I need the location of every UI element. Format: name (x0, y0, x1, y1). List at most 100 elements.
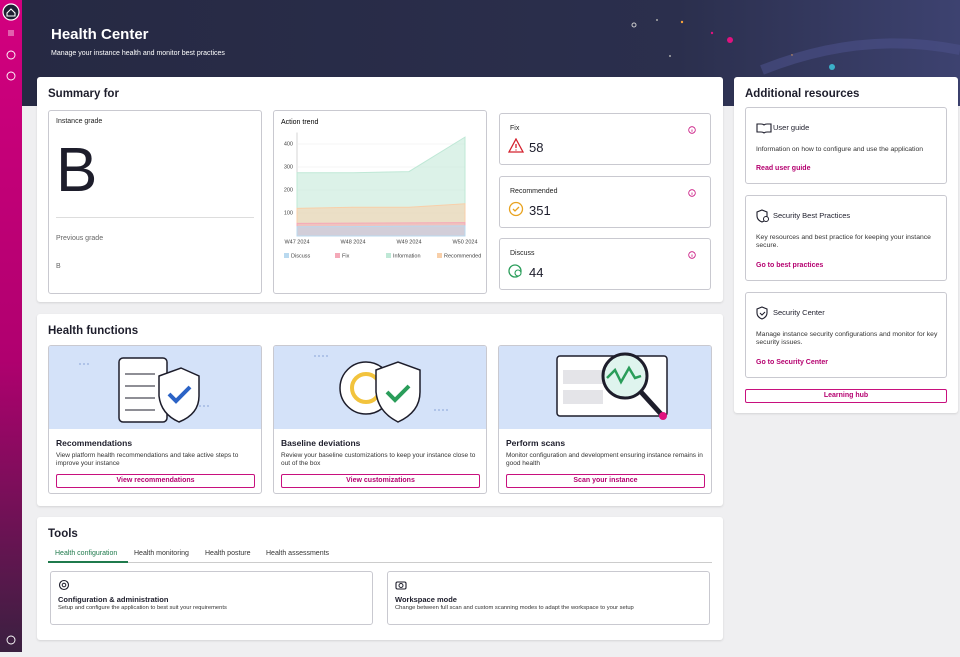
legend-swatch (335, 253, 340, 258)
tab[interactable]: Health posture (205, 550, 251, 557)
resource-icon (756, 123, 772, 134)
tool-icon (395, 581, 407, 590)
page-subtitle: Manage your instance health and monitor … (51, 50, 225, 57)
tab-bar-line (48, 562, 712, 563)
stat-label: Fix (510, 125, 520, 132)
section-title: Tools (48, 528, 78, 540)
stat-icon (508, 201, 524, 216)
menu-icon[interactable] (8, 30, 14, 36)
tab[interactable]: Health configuration (55, 550, 118, 557)
sidebar (0, 0, 22, 652)
y-tick-label: 300 (284, 164, 293, 170)
grade-label: Instance grade (56, 118, 103, 125)
y-tick-label: 200 (284, 187, 293, 193)
stat-box: Recommended 351 (499, 175, 711, 228)
legend-label: Discuss (291, 253, 311, 259)
resource-title: Security Center (773, 308, 825, 317)
stat-value: 351 (529, 202, 551, 218)
tool-title: Configuration & administration (58, 595, 169, 604)
resource-card: Security Best Practices Key resources and… (745, 195, 947, 281)
tool-description: Setup and configure the application to b… (58, 605, 227, 611)
previous-grade-label: Previous grade (56, 235, 104, 242)
resource-card: Security Center Manage instance security … (745, 292, 947, 378)
resources-card: Additional resources Learning hub User g… (734, 77, 958, 413)
stat-value: 58 (529, 140, 544, 155)
x-tick-label: W49 2024 (396, 239, 421, 245)
chart-box: Action trend 100 200 300 400 W47 2024 W48 202… (273, 110, 487, 294)
section-title: Health functions (48, 325, 139, 337)
function-card: Recommendations View platform health reco… (48, 345, 262, 494)
resource-description: Key resources and best practice for keep… (756, 234, 931, 249)
legend-label: Recommended (444, 253, 481, 259)
section-title: Additional resources (745, 88, 860, 100)
info-icon[interactable] (688, 126, 696, 134)
stat-box: Discuss 44 (499, 238, 711, 290)
tab[interactable]: Health monitoring (134, 550, 189, 557)
legend-label: Fix (342, 253, 350, 259)
card-title: Recommendations (56, 438, 133, 448)
grade-box: Instance grade B Previous grade B (48, 110, 262, 294)
section-title: Summary for (48, 88, 119, 100)
y-tick-label: 100 (284, 210, 293, 216)
resource-title: User guide (773, 123, 810, 132)
resource-link[interactable]: Read user guide (756, 165, 811, 172)
info-icon[interactable] (688, 251, 696, 259)
resource-description: Manage instance security configurations … (756, 331, 938, 346)
check-icon[interactable] (6, 50, 16, 60)
stat-value: 44 (529, 265, 544, 280)
area (296, 225, 466, 237)
summary-card: Summary for Instance grade B Previous gr… (37, 77, 723, 302)
resource-title: Security Best Practices (773, 211, 851, 220)
chart: Action trend 100 200 300 400 W47 2024 W48 202… (281, 119, 481, 260)
resource-icon (756, 306, 768, 320)
learning-hub-button[interactable]: Learning hub (745, 389, 947, 403)
tool-icon (58, 579, 70, 591)
home-icon[interactable] (2, 3, 20, 21)
legend-label: Information (393, 253, 421, 259)
stat-box: Fix 58 (499, 113, 711, 165)
card-description: Review your baseline customizations to k… (281, 452, 476, 467)
info-icon[interactable] (688, 188, 696, 197)
legend-swatch (284, 253, 289, 258)
grade: B (56, 136, 98, 205)
resource-description: Information on how to configure and use … (756, 146, 924, 153)
legend-swatch (437, 253, 442, 258)
info-icon[interactable] (6, 635, 16, 645)
card-title: Baseline deviations (281, 438, 361, 448)
stat-icon (508, 138, 524, 153)
resource-link[interactable]: Go to Security Center (756, 359, 828, 366)
resource-link[interactable]: Go to best practices (756, 262, 824, 269)
legend-swatch (386, 253, 391, 258)
settings-icon[interactable] (6, 71, 16, 81)
page-title: Health Center (51, 26, 149, 43)
divider (56, 217, 254, 218)
resource-card: User guide Information on how to configur… (745, 107, 947, 184)
tools-card: Tools Health configuration Health monitor… (37, 517, 723, 640)
card-description: Monitor configuration and development en… (506, 452, 703, 467)
tool-card[interactable]: Configuration & administration Setup and … (50, 571, 373, 625)
tool-card[interactable]: Workspace mode Change between full scan a… (387, 571, 710, 625)
previous-grade: B (56, 263, 61, 270)
x-tick-label: W48 2024 (340, 239, 365, 245)
active-tab-indicator (48, 561, 128, 563)
illustration (274, 346, 486, 429)
card-button[interactable]: Scan your instance (506, 474, 705, 488)
illustration (49, 346, 261, 429)
x-tick-label: W47 2024 (284, 239, 309, 245)
stat-label: Discuss (510, 250, 535, 257)
resource-icon (756, 209, 769, 223)
stat-label: Recommended (510, 187, 558, 195)
sidebar-icons (2, 3, 20, 645)
stat-icon (508, 264, 522, 278)
header-decoration (631, 19, 960, 75)
card-title: Perform scans (506, 438, 566, 448)
x-tick-label: W50 2024 (452, 239, 477, 245)
function-card: Perform scans Monitor configuration and d… (498, 345, 712, 494)
function-card: Baseline deviations Review your baseline … (273, 345, 487, 494)
tab[interactable]: Health assessments (266, 550, 330, 557)
y-tick-label: 400 (284, 141, 293, 147)
card-button[interactable]: View customizations (281, 474, 480, 488)
tool-description: Change between full scan and custom scan… (395, 605, 634, 611)
card-button[interactable]: View recommendations (56, 474, 255, 488)
